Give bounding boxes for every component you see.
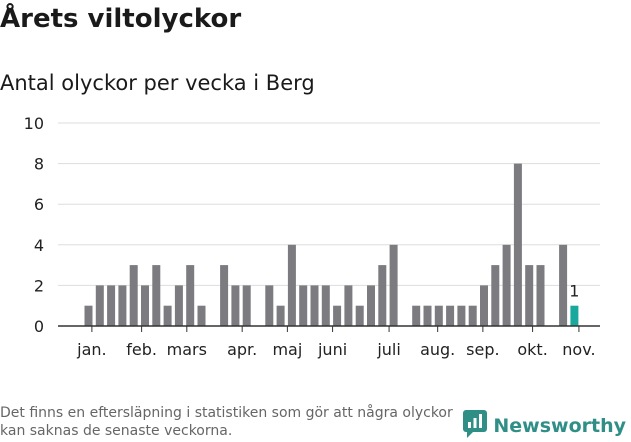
bar (423, 305, 432, 326)
x-tick-label: okt. (517, 340, 547, 359)
bar (174, 285, 183, 326)
bar (536, 265, 545, 326)
bar (367, 285, 375, 326)
footnote: Det finns en eftersläpning i statistiken… (0, 405, 453, 439)
bar (163, 305, 172, 326)
bar (186, 265, 195, 326)
bar (141, 285, 149, 326)
bar (220, 265, 229, 326)
bar (434, 305, 443, 326)
y-tick-label: 2 (34, 276, 44, 295)
brand[interactable]: Newsworthy (463, 410, 626, 442)
y-tick-label: 0 (34, 317, 44, 336)
x-tick-label: feb. (126, 340, 157, 359)
bar (446, 305, 455, 326)
y-tick-label: 4 (34, 236, 44, 255)
x-tick-label: sep. (466, 340, 499, 359)
y-tick-label: 6 (34, 195, 44, 214)
x-tick-label: mars (167, 340, 207, 359)
bar (333, 305, 342, 326)
bar (107, 285, 116, 326)
bar (513, 163, 522, 326)
bar (152, 265, 161, 326)
bar (389, 244, 398, 326)
x-tick-label: apr. (227, 340, 257, 359)
x-tick-label: aug. (420, 340, 455, 359)
bar (118, 285, 127, 326)
bar (95, 285, 104, 326)
brand-name: Newsworthy (493, 415, 626, 437)
bar (197, 305, 206, 326)
bar (480, 285, 488, 326)
bar (378, 265, 387, 326)
x-tick-label: juni (317, 340, 347, 359)
chart-title: Årets viltolyckor (0, 4, 242, 34)
bar (287, 244, 296, 326)
bar (242, 285, 251, 326)
bar (468, 305, 477, 326)
bar (276, 305, 285, 326)
bar (299, 285, 308, 326)
bar (344, 285, 353, 326)
bar (491, 265, 500, 326)
chart-subtitle: Antal olyckor per vecka i Berg (0, 71, 315, 95)
bar (84, 305, 93, 326)
bar (129, 265, 138, 326)
bar (265, 285, 274, 326)
bar-chart: 0 2 4 6 8 10 1 jan. feb. mars apr. maj juni juli aug. s… (24, 114, 600, 359)
bar (321, 285, 330, 326)
bar (457, 305, 466, 326)
bar (559, 244, 568, 326)
x-tick-label: nov. (562, 340, 595, 359)
highlight-bar (570, 305, 579, 326)
bar (310, 285, 319, 326)
x-tick-label: jan. (76, 340, 106, 359)
data-label: 1 (569, 282, 579, 301)
bar (525, 265, 534, 326)
newsworthy-logo-icon (463, 410, 488, 442)
bar (412, 305, 421, 326)
y-tick-label: 8 (34, 155, 44, 174)
bar (502, 244, 511, 326)
x-tick-label: juli (376, 340, 400, 359)
bar (355, 305, 364, 326)
y-tick-label: 10 (24, 114, 44, 133)
x-tick-label: maj (272, 340, 302, 359)
bar (231, 285, 240, 326)
